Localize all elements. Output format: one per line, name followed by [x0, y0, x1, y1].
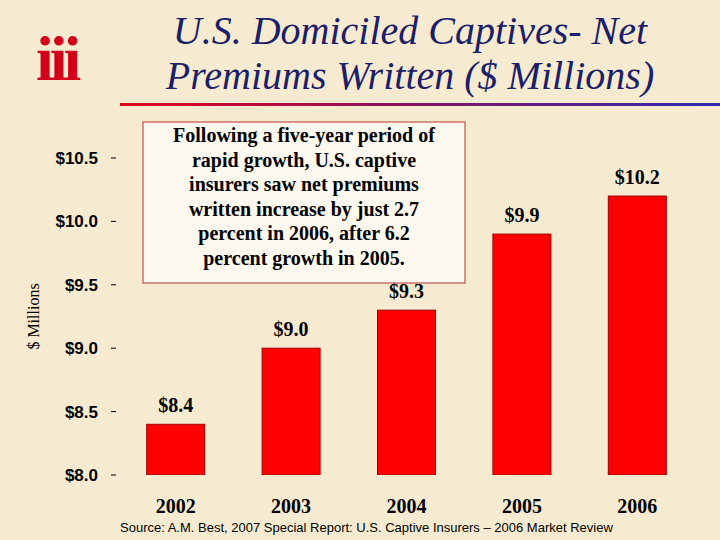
page: {"chart_data": {"type": "bar", "title": … — [0, 0, 720, 540]
source: Source: A.M. Best, 2007 Special Report: … — [120, 520, 613, 535]
x-tick-label: 2002 — [156, 495, 196, 517]
y-tick — [111, 158, 116, 159]
annotation: percent in 2006, after 6.2 — [198, 222, 409, 245]
annotation: percent growth in 2005. — [203, 247, 404, 270]
bar — [608, 196, 666, 475]
data-label: $9.9 — [504, 204, 539, 226]
y-tick-label: $10.0 — [55, 212, 98, 231]
y-tick-label: $8.0 — [65, 466, 98, 485]
x-tick-label: 2003 — [271, 495, 311, 517]
bar — [262, 348, 320, 475]
annotation: written increase by just 2.7 — [189, 198, 419, 221]
annotation: rapid growth, U.S. captive — [192, 149, 416, 172]
x-tick-label: 2005 — [502, 495, 542, 517]
y-tick-label: $9.0 — [65, 339, 98, 358]
y-tick — [111, 475, 116, 476]
bar — [493, 234, 551, 475]
data-label: $9.0 — [274, 318, 309, 340]
y-axis-label: $ Millions — [25, 283, 42, 349]
annotation: insurers saw net premiums — [189, 173, 419, 196]
y-tick — [111, 348, 116, 349]
bar — [147, 424, 205, 475]
annotation-box — [143, 122, 465, 283]
bars — [147, 196, 667, 475]
title-rule — [120, 103, 720, 106]
annotation: Following a five-year period of — [173, 124, 435, 147]
y-tick-label: $9.5 — [65, 276, 98, 295]
y-tick-label: $8.5 — [65, 403, 98, 422]
data-label: $10.2 — [615, 166, 660, 188]
y-tick — [111, 411, 116, 412]
x-tick-label: 2004 — [387, 495, 427, 517]
title: U.S. Domiciled Captives- Net Premiums Wr… — [120, 8, 700, 98]
bar — [378, 310, 436, 475]
data-label: $8.4 — [158, 394, 193, 416]
y-tick — [111, 221, 116, 222]
logo: iii — [36, 23, 81, 94]
x-tick-label: 2006 — [617, 495, 657, 517]
y-tick — [111, 284, 116, 285]
y-tick-label: $10.5 — [55, 149, 98, 168]
